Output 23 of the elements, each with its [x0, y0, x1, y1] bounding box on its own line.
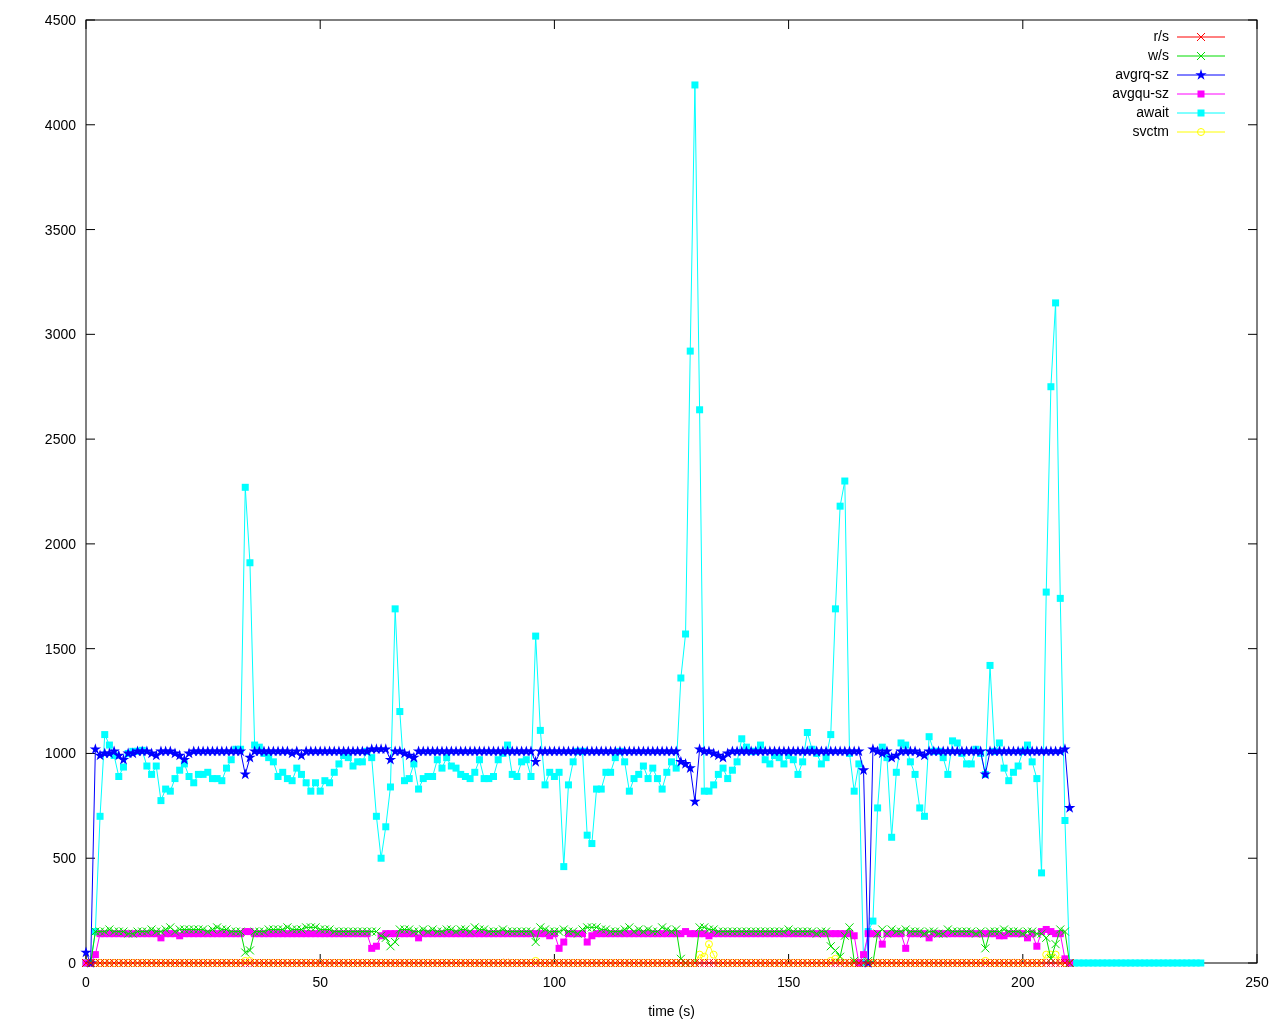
y-tick-label: 3500: [44, 221, 77, 238]
x-tick-label: 50: [312, 974, 329, 990]
x-tick-label: 100: [542, 974, 567, 990]
x-tick-label: 150: [776, 974, 801, 990]
y-tick-label: 500: [52, 850, 77, 867]
legend-label: avgqu-sz: [1112, 85, 1169, 101]
legend-label: r/s: [1153, 28, 1169, 44]
x-tick-label: 250: [1245, 974, 1269, 990]
legend-label: avgrq-sz: [1115, 66, 1169, 82]
legend-label: await: [1136, 104, 1170, 120]
y-tick-label: 1000: [44, 745, 77, 762]
x-tick-label: 0: [82, 974, 91, 990]
y-tick-label: 3000: [44, 326, 77, 343]
legend-label: svctm: [1132, 123, 1169, 139]
x-axis-title: time (s): [648, 1003, 695, 1019]
y-tick-label: 4500: [44, 12, 77, 28]
legend-label: w/s: [1147, 47, 1169, 63]
y-tick-label: 0: [68, 955, 77, 971]
y-tick-label: 2500: [44, 431, 77, 448]
y-tick-label: 4000: [44, 116, 77, 133]
x-tick-label: 200: [1011, 974, 1035, 990]
y-tick-label: 1500: [44, 640, 77, 657]
y-tick-label: 2000: [44, 535, 77, 552]
